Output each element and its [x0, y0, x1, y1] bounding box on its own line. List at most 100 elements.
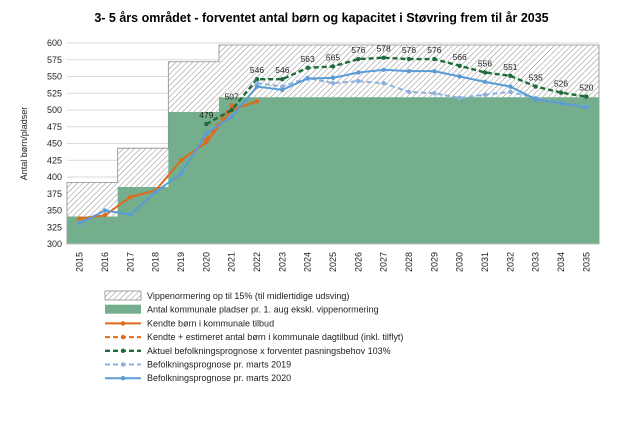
- x-tick-label: 2020: [201, 252, 211, 272]
- data-point: [432, 68, 437, 74]
- x-tick-label: 2034: [556, 252, 566, 272]
- data-point: [356, 78, 361, 84]
- legend-marker: [120, 376, 126, 381]
- x-tick-label: 2022: [252, 252, 262, 272]
- data-point: [381, 55, 386, 60]
- data-labels: 507 479 546 546 563 565 576 578 576 576 566 556 551 5…: [199, 44, 593, 120]
- data-point: [280, 87, 285, 93]
- legend-label: Befolkningsprognose pr. marts 2020: [147, 373, 291, 383]
- data-point: [330, 64, 336, 69]
- data-point: [584, 105, 589, 110]
- line-series: [77, 55, 589, 226]
- data-point: [229, 107, 234, 113]
- y-tick-label: 475: [47, 122, 62, 132]
- data-point: [406, 56, 412, 62]
- data-point: [482, 70, 488, 75]
- data-point: [128, 194, 133, 200]
- data-point: [508, 84, 513, 89]
- legend: Vippenormering op til 15% (til midlertid…: [104, 290, 403, 383]
- chart-title: 3- 5 års området - forventet antal børn …: [94, 11, 549, 25]
- legend-entry: Befolkningsprognose pr. marts 2019: [105, 360, 291, 370]
- data-point: [330, 81, 336, 86]
- series-area-kommunale-pladser: [67, 97, 599, 245]
- data-point: [406, 89, 412, 95]
- x-tick-label: 2015: [75, 252, 85, 272]
- data-label: 565: [326, 52, 340, 62]
- data-point: [229, 103, 234, 108]
- legend-marker: [120, 321, 126, 326]
- x-tick-label: 2032: [505, 252, 515, 272]
- data-point: [102, 212, 108, 218]
- data-point: [457, 74, 462, 79]
- y-tick-label: 425: [47, 155, 62, 165]
- data-point: [356, 70, 361, 75]
- data-point: [381, 81, 386, 86]
- legend-entry: Kendte + estimeret antal børn i kommunal…: [105, 332, 403, 342]
- data-label: 520: [579, 83, 593, 93]
- data-point: [457, 63, 462, 68]
- legend-entry: Befolkningsprognose pr. marts 2020: [105, 373, 291, 383]
- data-label: 576: [427, 45, 441, 55]
- y-tick-label: 350: [47, 206, 62, 216]
- data-label: 546: [275, 65, 289, 75]
- legend-swatch-hatched: [104, 290, 142, 301]
- data-point: [128, 212, 133, 217]
- y-axis-label: Antal børn/pladser: [19, 107, 29, 181]
- legend-entry: Aktuel befolkningsprognose x forventet p…: [105, 346, 391, 356]
- data-point: [508, 89, 513, 95]
- x-tick-label: 2033: [531, 252, 541, 272]
- x-tick-label: 2027: [379, 252, 389, 272]
- legend-entry: Antal kommunale pladser pr. 1. aug ekskl…: [105, 304, 379, 315]
- data-point: [533, 84, 538, 89]
- data-point: [482, 79, 488, 85]
- legend-entry: Vippenormering op til 15% (til midlertid…: [104, 290, 349, 301]
- y-tick-label: 325: [47, 222, 62, 232]
- data-point: [533, 97, 538, 102]
- y-tick-label: 375: [47, 189, 62, 199]
- legend-swatch-fill: [105, 304, 141, 314]
- data-point: [102, 208, 108, 213]
- data-label: 563: [301, 54, 315, 64]
- data-point: [508, 73, 513, 79]
- data-point: [356, 56, 361, 62]
- y-tick-label: 400: [47, 172, 62, 182]
- data-point: [254, 99, 260, 104]
- x-tick-label: 2025: [328, 252, 338, 272]
- data-label: 546: [250, 65, 264, 75]
- x-tick-label: 2016: [100, 252, 110, 272]
- data-point: [254, 84, 260, 89]
- data-label: 566: [453, 52, 467, 62]
- x-tick-label: 2031: [480, 252, 490, 272]
- area-series: [66, 44, 600, 245]
- data-point: [584, 94, 589, 99]
- y-tick-label: 450: [47, 139, 62, 149]
- data-point: [280, 84, 285, 89]
- y-tick-label: 550: [47, 72, 62, 82]
- data-label: 551: [503, 62, 517, 72]
- data-point: [77, 216, 82, 221]
- y-tick-label: 525: [47, 88, 62, 98]
- data-point: [432, 56, 437, 62]
- legend-label: Befolkningsprognose pr. marts 2019: [147, 360, 291, 370]
- y-tick-label: 500: [47, 105, 62, 115]
- data-point: [204, 131, 209, 136]
- x-tick-label: 2029: [429, 252, 439, 272]
- data-point: [229, 114, 234, 119]
- data-label: 556: [478, 58, 492, 68]
- x-tick-label: 2018: [151, 252, 161, 272]
- data-point: [254, 76, 260, 82]
- y-tick-label: 600: [47, 38, 62, 48]
- data-point: [204, 121, 209, 127]
- data-point: [305, 65, 310, 70]
- data-point: [381, 67, 386, 73]
- x-tick-label: 2035: [581, 252, 591, 272]
- legend-label: Kendte + estimeret antal børn i kommunal…: [147, 332, 403, 342]
- data-point: [330, 75, 336, 81]
- x-tick-label: 2019: [176, 252, 186, 272]
- x-tick-label: 2028: [404, 252, 414, 272]
- legend-label: Kendte børn i kommunale tilbud: [147, 318, 274, 328]
- data-label: 576: [351, 45, 365, 55]
- x-tick-label: 2030: [455, 252, 465, 272]
- x-tick-label: 2021: [227, 252, 237, 272]
